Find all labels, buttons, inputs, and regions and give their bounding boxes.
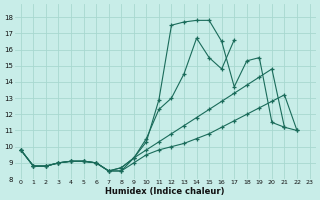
X-axis label: Humidex (Indice chaleur): Humidex (Indice chaleur): [106, 187, 225, 196]
